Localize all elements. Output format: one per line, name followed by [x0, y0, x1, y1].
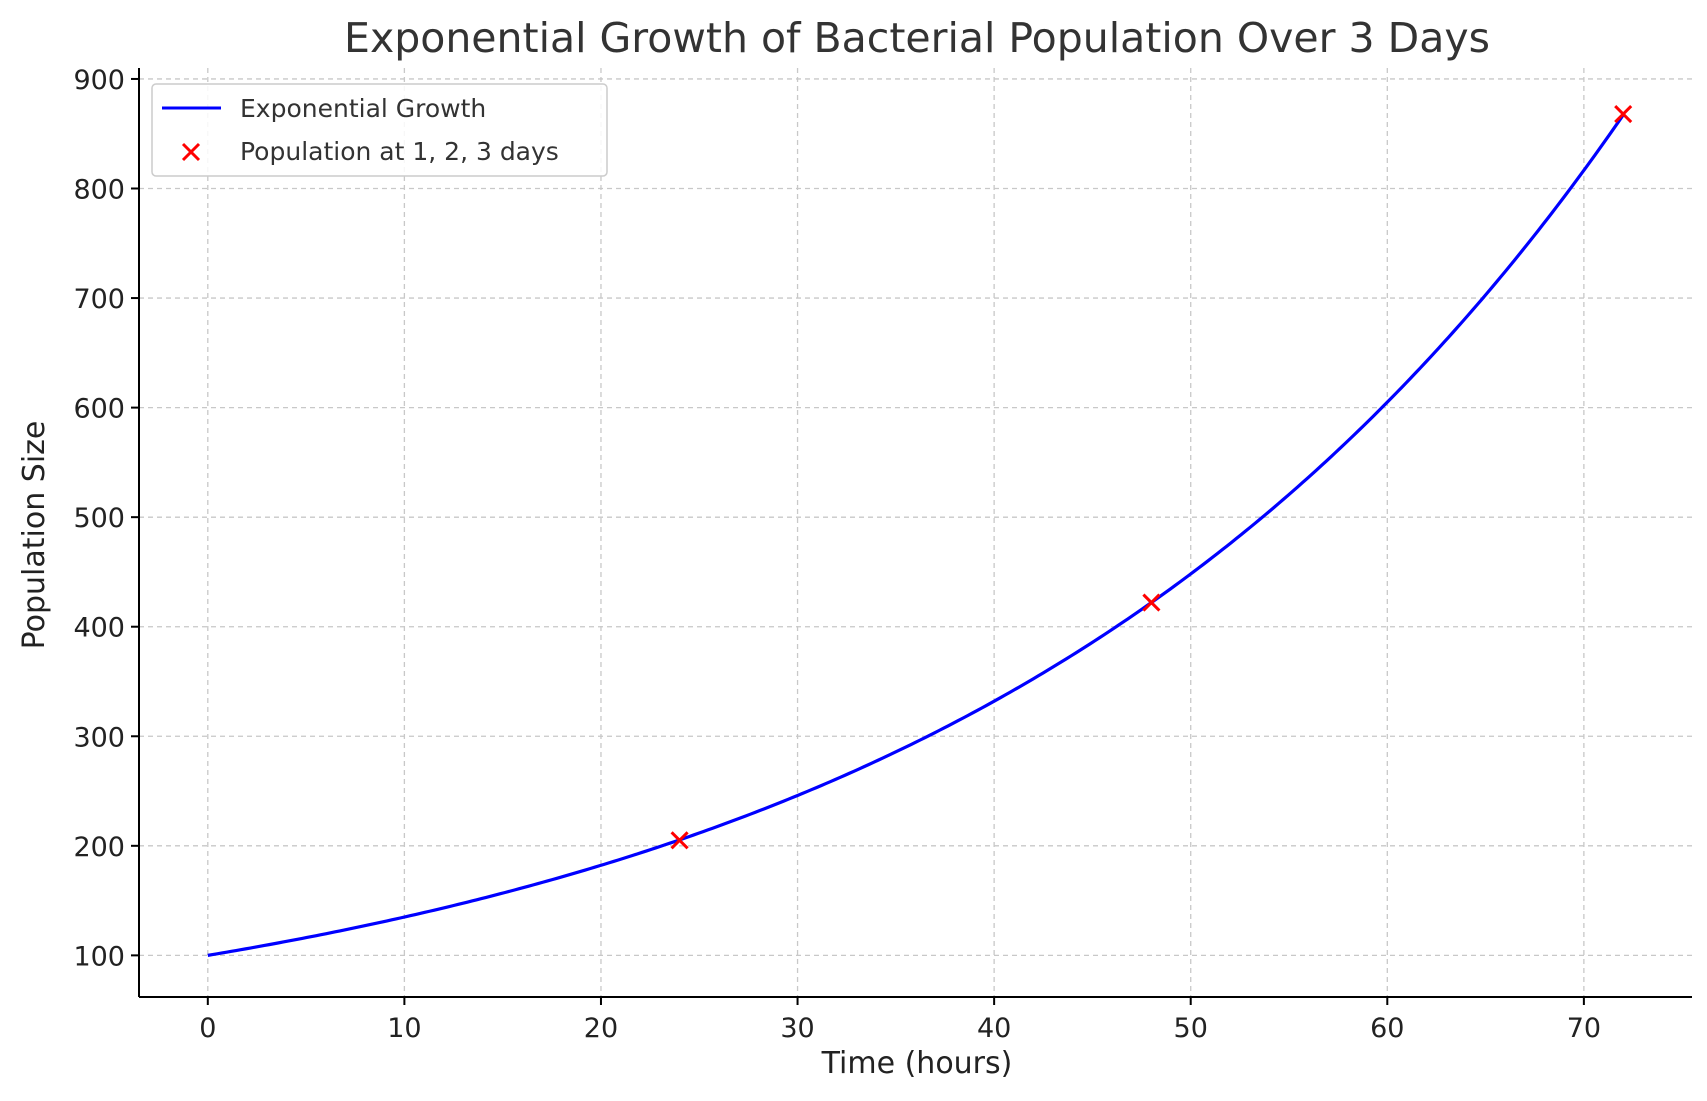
y-tick-label-600: 600 — [73, 394, 125, 425]
legend-marker-x-stroke-b — [181, 142, 201, 162]
y-tick-label-500: 500 — [73, 503, 125, 534]
legend: Exponential Growth Population at 1, 2, 3… — [151, 83, 608, 177]
scatter-point-48h — [1142, 593, 1161, 612]
x-tick-label-50: 50 — [1174, 1013, 1208, 1044]
x-tick-label-10: 10 — [387, 1013, 421, 1044]
chart-title: Exponential Growth of Bacterial Populati… — [344, 14, 1490, 62]
x-tick-label-40: 40 — [977, 1013, 1011, 1044]
scatter-point-72h-stroke-b — [1614, 104, 1633, 124]
y-tick-label-800: 800 — [73, 175, 125, 206]
legend-box — [151, 83, 608, 177]
y-tick-label-200: 200 — [73, 832, 125, 863]
y-tick-label-900: 900 — [73, 65, 125, 96]
y-tick-label-400: 400 — [73, 613, 125, 644]
grid-layer — [139, 68, 1692, 997]
scatter-point-24h — [670, 831, 689, 850]
y-tick-label-700: 700 — [73, 284, 125, 315]
legend-label-population-at-days: Population at 1, 2, 3 days — [240, 137, 559, 166]
y-axis-label: Population Size — [17, 421, 52, 650]
scatter-point-24h-stroke-b — [670, 831, 689, 850]
x-axis-label: Time (hours) — [821, 1046, 1013, 1081]
x-tick-label-60: 60 — [1370, 1013, 1404, 1044]
x-tick-label-20: 20 — [584, 1013, 618, 1044]
x-tick-label-0: 0 — [199, 1013, 216, 1044]
y-tick-label-100: 100 — [73, 941, 125, 972]
scatter-point-48h-stroke-b — [1142, 593, 1161, 612]
scatter-point-72h — [1614, 104, 1633, 124]
legend-marker-swatch — [181, 142, 201, 162]
series-layer — [207, 104, 1633, 957]
x-tick-label-70: 70 — [1567, 1013, 1601, 1044]
legend-label-exponential-growth: Exponential Growth — [240, 94, 486, 123]
series-line-exponential-growth — [207, 114, 1625, 957]
axes-layer: 0 10 20 30 40 50 60 70 100 200 300 400 500 600 700 800 9… — [73, 65, 1692, 1044]
x-tick-label-30: 30 — [780, 1013, 814, 1044]
y-tick-label-300: 300 — [73, 722, 125, 753]
legend-marker-x — [181, 142, 201, 162]
